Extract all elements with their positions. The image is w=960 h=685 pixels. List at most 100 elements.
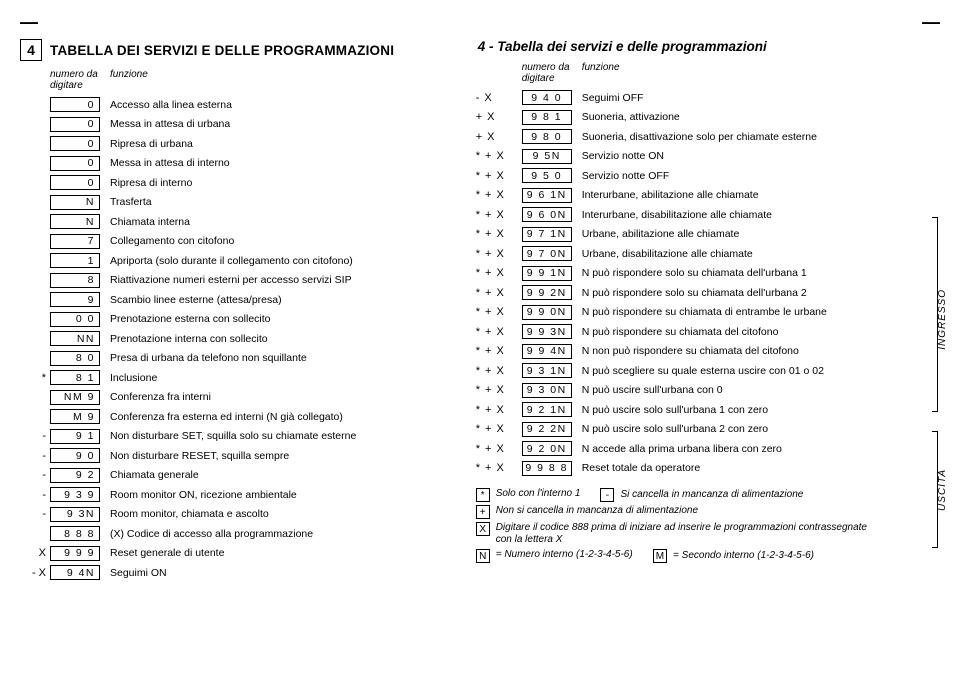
row-description: N può rispondere su chiamata del citofon… xyxy=(572,326,940,338)
header-func-r: funzione xyxy=(582,62,940,84)
table-row: M 9Conferenza fra esterna ed interni (N … xyxy=(20,407,468,427)
table-row: * + X9 3 1NN può scegliere su quale este… xyxy=(468,361,940,381)
code-box: N xyxy=(50,195,100,210)
row-prefix: * + X xyxy=(468,267,522,279)
code-box: 9 2 1N xyxy=(522,402,572,417)
table-row: * + X9 3 0NN può uscire sull'urbana con … xyxy=(468,381,940,401)
row-description: Scambio linee esterne (attesa/presa) xyxy=(100,294,468,306)
table-row: + X9 8 0Suoneria, disattivazione solo pe… xyxy=(468,127,940,147)
footnote-x: X Digitare il codice 888 prima di inizia… xyxy=(468,522,940,546)
code-box: 9 1 xyxy=(50,429,100,444)
code-box: NN xyxy=(50,331,100,346)
code-box: 9 9 9 xyxy=(50,546,100,561)
row-prefix: * + X xyxy=(468,150,522,162)
code-box: 9 3 9 xyxy=(50,487,100,502)
row-prefix: * + X xyxy=(468,404,522,416)
left-headers: numero da digitare funzione xyxy=(20,69,468,91)
code-box: 9 8 1 xyxy=(522,110,572,125)
code-box: 9 9 3N xyxy=(522,324,572,339)
table-row: NChiamata interna xyxy=(20,212,468,232)
row-description: Servizio notte OFF xyxy=(572,170,940,182)
section-number-box: 4 xyxy=(20,39,42,61)
row-description: Non disturbare SET, squilla solo su chia… xyxy=(100,430,468,442)
row-description: Room monitor ON, ricezione ambientale xyxy=(100,489,468,501)
row-description: Trasferta xyxy=(100,196,468,208)
table-row: NNPrenotazione interna con sollecito xyxy=(20,329,468,349)
row-prefix: - xyxy=(20,469,50,481)
code-box: 9 7 0N xyxy=(522,246,572,261)
header-code: numero da digitare xyxy=(50,69,110,91)
code-box: 9 4N xyxy=(50,565,100,580)
code-box: N xyxy=(50,214,100,229)
table-row: - X9 4 0Seguimi OFF xyxy=(468,88,940,108)
code-box: 8 8 8 xyxy=(50,526,100,541)
code-box: NM 9 xyxy=(50,390,100,405)
row-description: Seguimi OFF xyxy=(572,92,940,104)
row-description: (X) Codice di accesso alla programmazion… xyxy=(100,528,468,540)
code-box: 0 0 xyxy=(50,312,100,327)
row-prefix: - xyxy=(20,450,50,462)
row-description: Prenotazione interna con sollecito xyxy=(100,333,468,345)
code-box: 9 9 4N xyxy=(522,344,572,359)
footnote-plus: + Non si cancella in mancanza di aliment… xyxy=(468,505,940,519)
table-row: * + X9 2 0NN accede alla prima urbana li… xyxy=(468,439,940,459)
row-prefix: - xyxy=(20,489,50,501)
code-box: 9 6 1N xyxy=(522,188,572,203)
row-description: Inclusione xyxy=(100,372,468,384)
row-description: Chiamata generale xyxy=(100,469,468,481)
code-box: 9 0 xyxy=(50,448,100,463)
row-prefix: * + X xyxy=(468,306,522,318)
row-description: N può scegliere su quale esterna uscire … xyxy=(572,365,940,377)
row-description: Apriporta (solo durante il collegamento … xyxy=(100,255,468,267)
row-prefix: * + X xyxy=(468,462,522,474)
row-prefix: + X xyxy=(468,131,522,143)
row-description: Non disturbare RESET, squilla sempre xyxy=(100,450,468,462)
row-prefix: * + X xyxy=(468,423,522,435)
code-box: 9 5 0 xyxy=(522,168,572,183)
table-row: 0Ripresa di urbana xyxy=(20,134,468,154)
row-description: Riattivazione numeri esterni per accesso… xyxy=(100,274,468,286)
code-box: 0 xyxy=(50,156,100,171)
code-box: 8 1 xyxy=(50,370,100,385)
row-prefix: * + X xyxy=(468,170,522,182)
table-row: *8 1Inclusione xyxy=(20,368,468,388)
code-box: 9 2 0N xyxy=(522,441,572,456)
row-prefix: * + X xyxy=(468,345,522,357)
table-row: * + X9 9 8 8Reset totale da operatore xyxy=(468,459,940,479)
code-box: 8 xyxy=(50,273,100,288)
row-description: Seguimi ON xyxy=(100,567,468,579)
row-description: Urbane, abilitazione alle chiamate xyxy=(572,228,940,240)
row-description: Prenotazione esterna con sollecito xyxy=(100,313,468,325)
code-box: 0 xyxy=(50,97,100,112)
row-description: N non può rispondere su chiamata del cit… xyxy=(572,345,940,357)
footnotes: * Solo con l'interno 1 - Si cancella in … xyxy=(468,488,940,563)
table-row: -9 3NRoom monitor, chiamata e ascolto xyxy=(20,505,468,525)
code-box: 9 7 1N xyxy=(522,227,572,242)
code-box: 0 xyxy=(50,136,100,151)
left-column: 4 TABELLA DEI SERVIZI E DELLE PROGRAMMAZ… xyxy=(20,39,468,583)
table-row: 8 8 8(X) Codice di accesso alla programm… xyxy=(20,524,468,544)
code-box: 9 8 0 xyxy=(522,129,572,144)
row-prefix: * + X xyxy=(468,248,522,260)
code-box: 9 9 8 8 xyxy=(522,461,572,476)
row-prefix: * + X xyxy=(468,287,522,299)
code-box: 9 3 0N xyxy=(522,383,572,398)
code-box: 9 5N xyxy=(522,149,572,164)
right-headers: numero da digitare funzione xyxy=(468,62,940,84)
code-box: 9 9 0N xyxy=(522,305,572,320)
row-description: Ripresa di urbana xyxy=(100,138,468,150)
table-row: * + X9 2 1NN può uscire solo sull'urbana… xyxy=(468,400,940,420)
row-description: Conferenza fra interni xyxy=(100,391,468,403)
row-description: Messa in attesa di urbana xyxy=(100,118,468,130)
table-row: 0Messa in attesa di urbana xyxy=(20,115,468,135)
code-box: 8 0 xyxy=(50,351,100,366)
code-box: 9 2 xyxy=(50,468,100,483)
row-prefix: * + X xyxy=(468,365,522,377)
code-box: 9 xyxy=(50,292,100,307)
table-row: -9 3 9Room monitor ON, ricezione ambient… xyxy=(20,485,468,505)
table-row: * + X9 9 3NN può rispondere su chiamata … xyxy=(468,322,940,342)
row-prefix: - X xyxy=(468,92,522,104)
table-row: 9Scambio linee esterne (attesa/presa) xyxy=(20,290,468,310)
code-box: 9 4 0 xyxy=(522,90,572,105)
row-prefix: X xyxy=(20,547,50,559)
